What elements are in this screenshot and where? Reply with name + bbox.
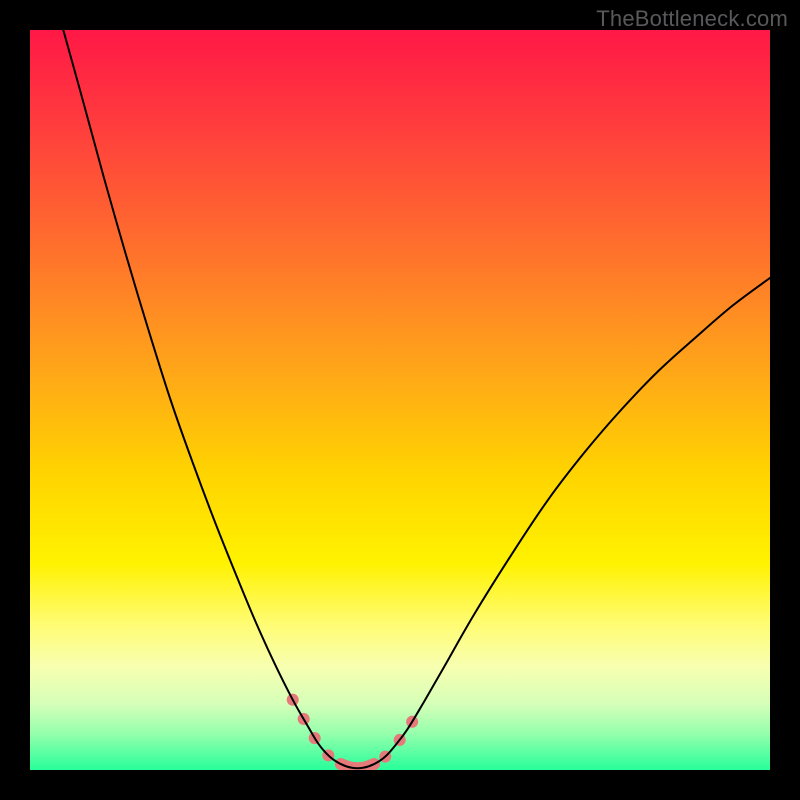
plot-area	[30, 30, 770, 770]
gradient-background	[30, 30, 770, 770]
watermark-text: TheBottleneck.com	[596, 6, 788, 32]
chart-frame: TheBottleneck.com	[0, 0, 800, 800]
bottleneck-chart-svg	[30, 30, 770, 770]
